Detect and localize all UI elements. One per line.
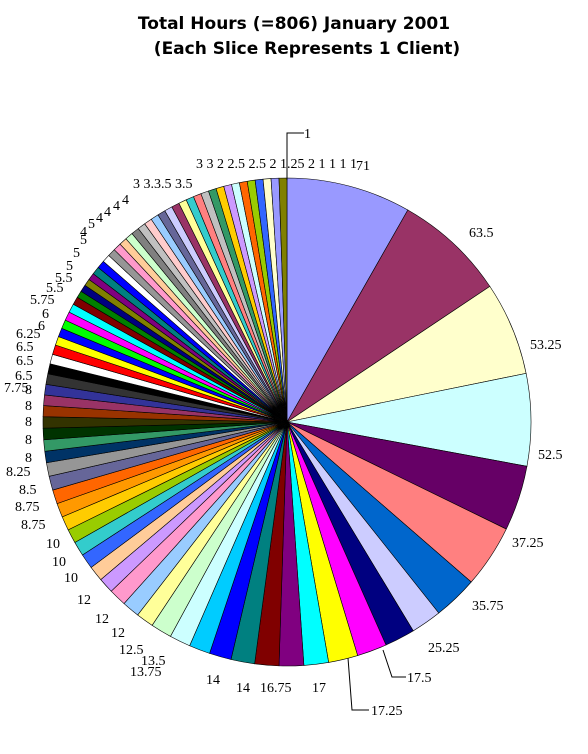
slice-label-12c: 12 <box>77 593 91 608</box>
slice-label-14a: 14 <box>236 681 250 696</box>
slice-label-12a: 12 <box>111 626 125 641</box>
slice-labels: 1 71 63.5 53.25 52.5 37.25 35.75 25.25 1… <box>4 127 563 719</box>
slice-label-8c: 8 <box>25 415 32 430</box>
slice-label-10c: 10 <box>46 537 60 552</box>
pie-slice-1 <box>286 177 409 424</box>
slice-label-5-75: 5.75 <box>30 293 55 308</box>
slice-label-8b: 8 <box>25 433 32 448</box>
slice-label-52-5: 52.5 <box>538 448 563 463</box>
leader-line-17-5 <box>382 649 406 678</box>
leader-line-1 <box>286 132 304 180</box>
pie-slices <box>42 177 532 667</box>
leader-line-17-25 <box>347 657 369 711</box>
slice-label-37-25: 37.25 <box>512 536 544 551</box>
slice-label-4e: 4 <box>122 193 129 208</box>
slice-label-8d: 8 <box>25 399 32 414</box>
slice-label-8-5: 8.5 <box>19 483 37 498</box>
slice-label-25-25: 25.25 <box>428 641 460 656</box>
slice-label-10b: 10 <box>52 555 66 570</box>
slice-label-6a: 6 <box>38 319 45 334</box>
slice-label-8-25: 8.25 <box>6 465 31 480</box>
slice-label-35-75: 35.75 <box>472 599 504 614</box>
slice-label-6-25: 6.25 <box>16 327 41 342</box>
slice-label-17-25: 17.25 <box>371 704 403 719</box>
slice-label-8-75b: 8.75 <box>15 500 40 515</box>
slice-label-6b: 6 <box>42 307 49 322</box>
slice-label-6-5a: 6.5 <box>15 369 33 384</box>
slice-label-4b: 4 <box>96 211 103 226</box>
slice-label-4c: 4 <box>104 205 111 220</box>
leader-lines <box>286 132 406 711</box>
slice-label-12-5: 12.5 <box>119 643 144 658</box>
slice-label-5c: 5 <box>80 233 87 248</box>
slice-label-71: 71 <box>356 159 370 174</box>
slice-label-4a: 4 <box>80 225 87 240</box>
slice-label-small-group: 3 3 2 2.5 2.5 2 1.25 2 1 1 1 1 <box>196 157 357 172</box>
slice-label-5a: 5 <box>66 259 73 274</box>
slice-label-14b: 14 <box>206 673 220 688</box>
slice-label-5b: 5 <box>73 246 80 261</box>
slice-label-12b: 12 <box>95 612 109 627</box>
slice-label-8e: 8 <box>25 383 32 398</box>
slice-label-5-5b: 5.5 <box>55 271 73 286</box>
slice-label-1: 1 <box>304 127 311 142</box>
slice-label-5-5a: 5.5 <box>46 281 64 296</box>
pie-slice-2 <box>286 209 491 423</box>
slice-label-3-group: 3 3.3.5 3.5 <box>133 177 193 192</box>
slice-label-8a: 8 <box>25 451 32 466</box>
chart-subtitle: (Each Slice Represents 1 Client) <box>153 39 461 59</box>
slice-label-10a: 10 <box>64 571 78 586</box>
slice-label-7-75: 7.75 <box>4 381 29 396</box>
chart-title-block: Total Hours (=806) January 2001 (Each Sl… <box>0 12 588 62</box>
slice-label-13-75: 13.75 <box>130 665 162 680</box>
slice-label-6-5c: 6.5 <box>16 340 34 355</box>
slice-label-5d: 5 <box>88 217 95 232</box>
slice-label-8-75a: 8.75 <box>21 518 46 533</box>
slice-label-17-5: 17.5 <box>407 671 432 686</box>
slice-label-53-25: 53.25 <box>530 338 562 353</box>
chart-title: Total Hours (=806) January 2001 <box>137 14 451 34</box>
slice-label-6-5b: 6.5 <box>16 354 34 369</box>
slice-label-13-5: 13.5 <box>141 654 166 669</box>
slice-label-4d: 4 <box>113 199 120 214</box>
slice-label-17: 17 <box>312 681 326 696</box>
slice-label-16-75: 16.75 <box>260 681 292 696</box>
slice-label-63-5: 63.5 <box>469 226 494 241</box>
